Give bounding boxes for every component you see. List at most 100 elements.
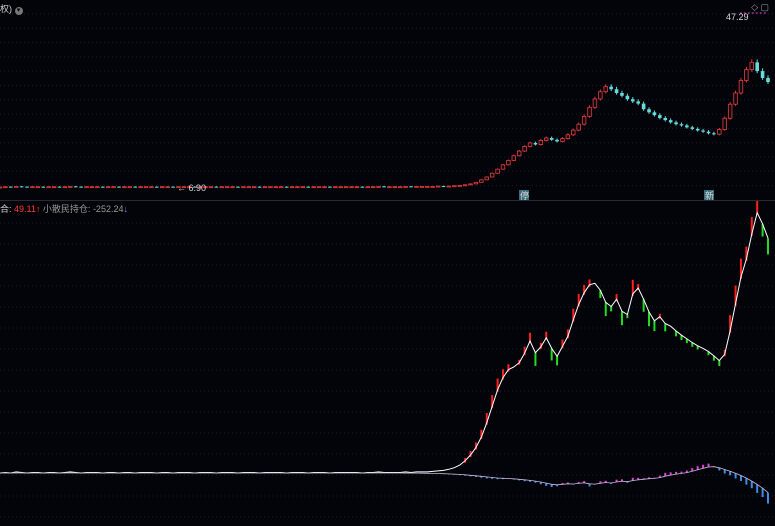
candle-body bbox=[57, 186, 62, 188]
candle-body bbox=[706, 131, 711, 134]
retail-line bbox=[0, 466, 769, 493]
candle-body bbox=[273, 186, 279, 189]
candle-body bbox=[295, 186, 300, 189]
candle-body bbox=[246, 186, 251, 189]
window-controls[interactable]: ◇ ▢ bbox=[751, 2, 769, 12]
candle-body bbox=[370, 186, 376, 189]
indicator-panel[interactable]: 合: 49.11↑ 小散民持仓: -252.24↓ bbox=[0, 201, 775, 526]
candle-body bbox=[425, 185, 430, 188]
legend-b-arrow: ↓ bbox=[123, 204, 128, 214]
candle-body bbox=[208, 186, 214, 189]
candle-body bbox=[160, 186, 165, 189]
indicator-chart bbox=[0, 201, 775, 518]
candle-body bbox=[749, 61, 754, 70]
candle-body bbox=[457, 185, 462, 187]
candle-body bbox=[409, 186, 413, 188]
price-chart-panel[interactable]: 47.29 ← 6.90 停 新 权) ▾ ◇ ▢ bbox=[0, 0, 775, 200]
candle-body bbox=[117, 186, 121, 188]
marker-a-label: 停 bbox=[520, 190, 529, 200]
candle-body bbox=[473, 181, 479, 185]
candle-body bbox=[592, 98, 598, 108]
candle-body bbox=[468, 183, 473, 186]
candle-body bbox=[625, 95, 630, 100]
legend-a-label: 合: bbox=[0, 204, 12, 214]
candle-body bbox=[251, 186, 257, 189]
candle-body bbox=[279, 186, 284, 189]
marker-a[interactable]: 停 bbox=[519, 190, 529, 200]
candle-body bbox=[19, 186, 24, 188]
candle-body bbox=[176, 186, 181, 189]
candle-body bbox=[100, 186, 105, 188]
candle-body bbox=[343, 186, 349, 189]
candle-body bbox=[506, 160, 511, 166]
candle-body bbox=[544, 137, 549, 141]
candle-body bbox=[630, 99, 635, 102]
candle-body bbox=[35, 186, 41, 189]
candle-body bbox=[484, 176, 489, 181]
candle-body bbox=[430, 185, 435, 188]
chevron-down-icon[interactable]: ▾ bbox=[14, 7, 23, 15]
candle-body bbox=[522, 145, 527, 152]
candle-body bbox=[392, 186, 398, 189]
candle-body bbox=[111, 186, 116, 189]
candle-body bbox=[403, 185, 408, 188]
candle-body bbox=[365, 186, 370, 189]
candle-body bbox=[435, 185, 441, 188]
candle-body bbox=[565, 134, 571, 139]
indicator-bars bbox=[442, 201, 769, 504]
candle-body bbox=[284, 186, 289, 188]
candles bbox=[0, 12, 770, 189]
candle-body bbox=[382, 186, 386, 188]
indicator-legend: 合: 49.11↑ 小散民持仓: -252.24↓ bbox=[0, 202, 128, 215]
candle-body bbox=[452, 185, 457, 188]
candle-body bbox=[268, 186, 273, 189]
candle-body bbox=[143, 186, 149, 189]
marker-b[interactable]: 新 bbox=[704, 190, 714, 200]
candle-body bbox=[685, 125, 689, 128]
candle-body bbox=[587, 106, 592, 117]
candle-body bbox=[679, 124, 684, 126]
candle-body bbox=[398, 186, 403, 189]
panel-divider bbox=[0, 200, 775, 201]
candle-body bbox=[333, 186, 338, 189]
candle-body bbox=[766, 77, 770, 83]
candle-body bbox=[328, 186, 332, 188]
candle-body bbox=[614, 89, 619, 93]
candle-body bbox=[122, 186, 127, 189]
candle-body bbox=[127, 186, 133, 189]
candle-body bbox=[598, 91, 603, 100]
candle-body bbox=[165, 186, 170, 189]
candle-body bbox=[712, 133, 716, 135]
candle-body bbox=[289, 186, 295, 189]
candle-body bbox=[738, 80, 744, 94]
candle-body bbox=[760, 71, 765, 78]
candle-body bbox=[149, 186, 154, 189]
candle-body bbox=[571, 129, 576, 136]
candle-body bbox=[192, 186, 197, 188]
candle-body bbox=[203, 186, 208, 189]
candle-body bbox=[349, 186, 354, 189]
candle-body bbox=[722, 117, 727, 130]
candle-body bbox=[462, 184, 468, 187]
candle-body bbox=[603, 86, 608, 93]
candle-body bbox=[197, 186, 203, 189]
candle-body bbox=[549, 137, 554, 140]
candle-body bbox=[0, 186, 3, 189]
candle-body bbox=[51, 186, 57, 189]
candle-body bbox=[620, 92, 624, 96]
title-fragment: 权) bbox=[0, 4, 12, 14]
candle-body bbox=[236, 186, 240, 188]
candle-body bbox=[155, 186, 159, 188]
candle-body bbox=[25, 186, 29, 188]
chart-title[interactable]: 权) ▾ bbox=[0, 2, 23, 15]
legend-b-value: -252.24 bbox=[92, 204, 124, 214]
candle-body bbox=[89, 186, 95, 189]
candle-body bbox=[62, 186, 68, 189]
candle-body bbox=[354, 186, 360, 189]
candle-body bbox=[441, 186, 446, 188]
candle-body bbox=[701, 130, 705, 132]
candle-body bbox=[652, 112, 657, 116]
candle-body bbox=[187, 186, 192, 189]
candle-body bbox=[138, 186, 143, 189]
candle-body bbox=[95, 186, 100, 189]
